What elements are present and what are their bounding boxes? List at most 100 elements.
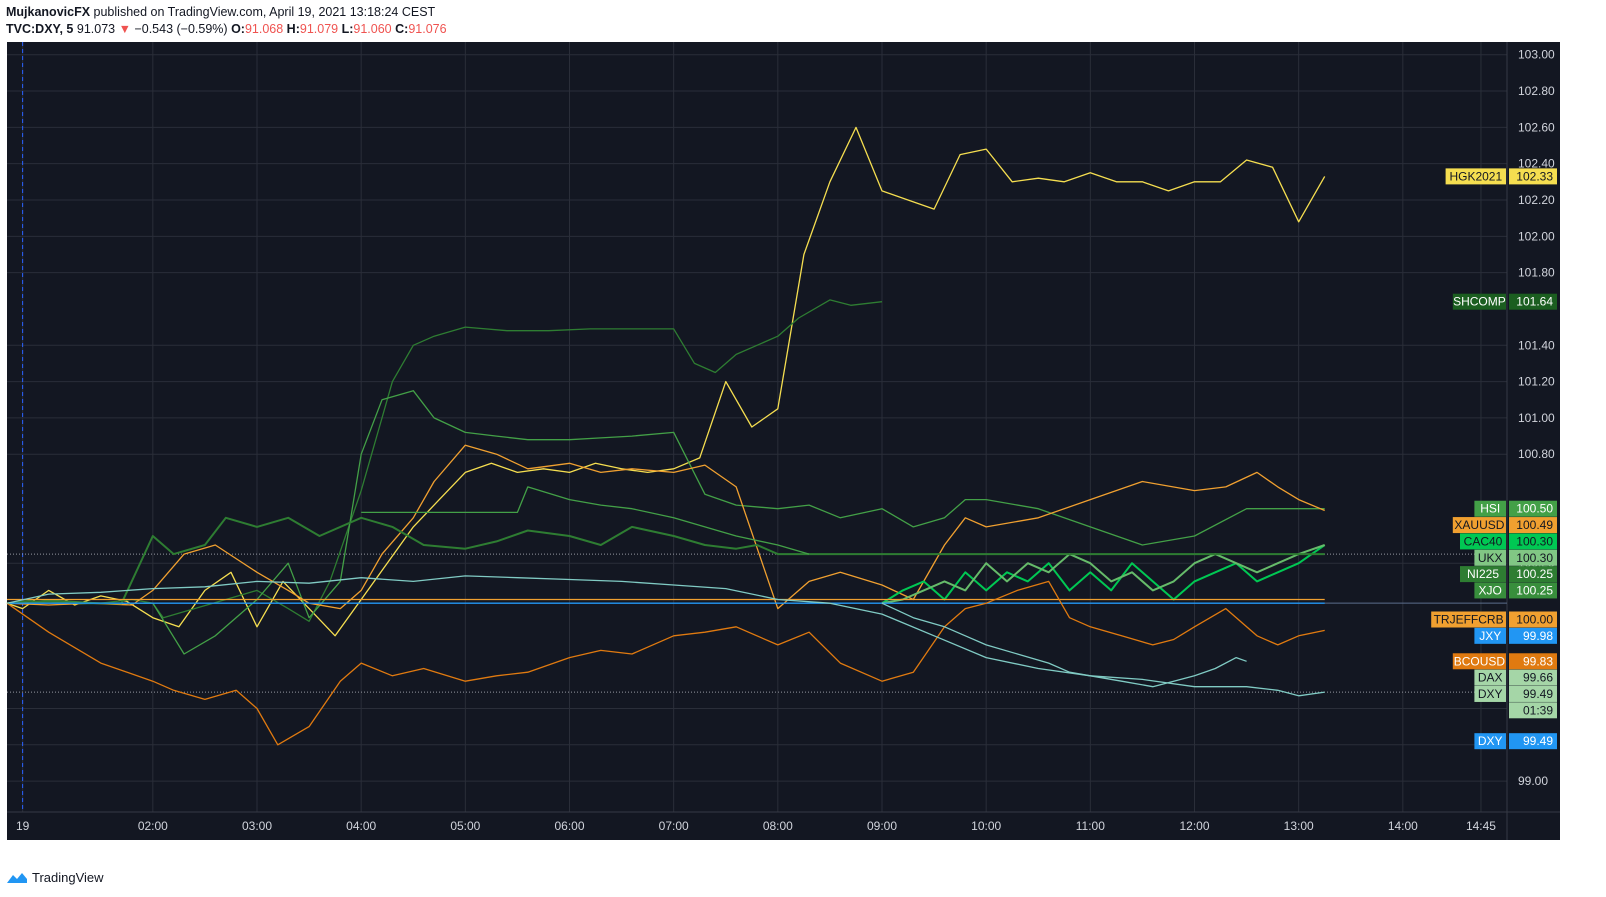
price-label: 100.50 HSI bbox=[1474, 500, 1557, 517]
price-label-value: 99.66 bbox=[1523, 671, 1553, 685]
price-label-name: TRJEFFCRB bbox=[1434, 613, 1504, 627]
last-price: 91.073 bbox=[76, 22, 116, 36]
price-label-value: 100.00 bbox=[1516, 613, 1553, 627]
price-label-value: 99.49 bbox=[1523, 734, 1553, 748]
y-tick-label: 102.20 bbox=[1518, 193, 1555, 207]
price-label: 99.98 JXY bbox=[1474, 627, 1557, 644]
price-label-name-box bbox=[1474, 549, 1506, 566]
price-label-name: DAX bbox=[1478, 671, 1503, 685]
price-label-value: 99.98 bbox=[1523, 629, 1553, 643]
open-value: 91.068 bbox=[244, 22, 284, 36]
price-label-value-box bbox=[1509, 168, 1557, 185]
x-tick-label: 06:00 bbox=[554, 819, 584, 833]
price-label-name: XAUUSD bbox=[1454, 518, 1504, 532]
price-label: 101.64 SHCOMP bbox=[1452, 293, 1557, 310]
price-label: 100.25 XJO bbox=[1474, 582, 1557, 599]
x-tick-label: 04:00 bbox=[346, 819, 376, 833]
y-tick-label: 101.00 bbox=[1518, 411, 1555, 425]
high-value: 91.079 bbox=[299, 22, 339, 36]
price-label-value-box bbox=[1509, 733, 1557, 750]
price-change: −0.543 (−0.59%) bbox=[134, 22, 228, 36]
price-label-value-box bbox=[1509, 533, 1557, 550]
price-label-value: 100.25 bbox=[1516, 567, 1553, 581]
price-label-value: 100.49 bbox=[1516, 518, 1553, 532]
tradingview-logo-icon bbox=[7, 872, 27, 883]
price-label-name-box bbox=[1452, 517, 1506, 534]
ohlc-line: TVC:DXY, 5 91.073 ▼ −0.543 (−0.59%) O:91… bbox=[6, 21, 447, 38]
down-arrow-icon: ▼ bbox=[118, 22, 131, 36]
price-label-value: 99.83 bbox=[1523, 654, 1553, 668]
series-line-xauusd bbox=[6, 444, 1325, 610]
footer: TradingView bbox=[6, 870, 104, 885]
price-label-value-box bbox=[1509, 685, 1557, 702]
y-tick-label: 101.40 bbox=[1518, 338, 1555, 352]
low-value: 91.060 bbox=[353, 22, 392, 36]
x-tick-label: 19 bbox=[16, 819, 30, 833]
price-label: 100.25 NI225 bbox=[1460, 566, 1557, 583]
x-tick-label: 03:00 bbox=[242, 819, 272, 833]
price-label-name: CAC40 bbox=[1464, 534, 1503, 548]
price-label-value-box bbox=[1509, 549, 1557, 566]
author-name[interactable]: MujkanovicFX bbox=[6, 5, 91, 19]
price-label-name: UKX bbox=[1478, 551, 1503, 565]
price-label-name-box bbox=[1474, 582, 1506, 599]
x-tick-label: 14:45 bbox=[1466, 819, 1496, 833]
x-tick-label: 11:00 bbox=[1076, 819, 1105, 833]
price-label-name: NI225 bbox=[1467, 567, 1499, 581]
high-label: H: bbox=[286, 22, 300, 36]
y-tick-label: 102.60 bbox=[1518, 120, 1555, 134]
series-line-ni225 bbox=[6, 516, 1325, 605]
x-tick-label: 05:00 bbox=[450, 819, 480, 833]
y-tick-label: 102.80 bbox=[1518, 84, 1555, 98]
price-label: 99.49 DXY bbox=[1474, 685, 1557, 702]
price-label-value-box bbox=[1509, 500, 1557, 517]
low-label: L: bbox=[341, 22, 354, 36]
price-label-name: HSI bbox=[1480, 502, 1500, 516]
price-label-name: BCOUSD bbox=[1454, 654, 1506, 668]
price-label-name-box bbox=[1431, 611, 1506, 628]
price-label-name-box bbox=[1452, 293, 1506, 310]
y-tick-label: 101.20 bbox=[1518, 375, 1555, 389]
price-label-name-box bbox=[1460, 533, 1506, 550]
price-label-value: 102.33 bbox=[1516, 169, 1553, 183]
x-tick-label: 09:00 bbox=[867, 819, 897, 833]
publish-line: MujkanovicFX published on TradingView.co… bbox=[6, 4, 447, 21]
series-line-ukx bbox=[881, 544, 1326, 605]
price-label-value-box bbox=[1509, 293, 1557, 310]
price-label-value-box bbox=[1509, 702, 1557, 719]
x-tick-label: 10:00 bbox=[971, 819, 1001, 833]
price-label-name: HGK2021 bbox=[1449, 169, 1502, 183]
price-label-value: 100.30 bbox=[1516, 551, 1553, 565]
x-tick-label: 08:00 bbox=[763, 819, 793, 833]
price-label-name-box bbox=[1445, 168, 1506, 185]
y-tick-label: 99.00 bbox=[1518, 774, 1548, 788]
price-label: 01:39 bbox=[1509, 702, 1557, 719]
price-label-name-box bbox=[1474, 733, 1506, 750]
symbol-label[interactable]: TVC:DXY, 5 bbox=[6, 22, 74, 36]
price-label-name-box bbox=[1474, 669, 1506, 686]
price-label-value-box bbox=[1509, 566, 1557, 583]
close-value: 91.076 bbox=[408, 22, 447, 36]
price-label: 99.66 DAX bbox=[1474, 669, 1557, 686]
price-label-name: DXY bbox=[1478, 687, 1503, 701]
y-tick-label: 103.00 bbox=[1518, 48, 1555, 62]
price-label-value-box bbox=[1509, 669, 1557, 686]
open-label: O: bbox=[231, 22, 245, 36]
series-line-bcousd bbox=[6, 580, 1325, 746]
price-label-name-box bbox=[1460, 566, 1506, 583]
price-label-name: DXY bbox=[1478, 734, 1503, 748]
series-line-xjo bbox=[361, 486, 810, 555]
price-label-value-box bbox=[1509, 582, 1557, 599]
price-label-value: 101.64 bbox=[1516, 295, 1553, 309]
price-label: 102.33 HGK2021 bbox=[1445, 168, 1557, 185]
price-label-name-box bbox=[1474, 500, 1506, 517]
price-label-value: 100.30 bbox=[1516, 534, 1553, 548]
footer-brand[interactable]: TradingView bbox=[32, 870, 104, 885]
price-label-name: SHCOMP bbox=[1453, 295, 1506, 309]
chart-header: MujkanovicFX published on TradingView.co… bbox=[6, 4, 447, 38]
price-label-value: 100.50 bbox=[1516, 502, 1553, 516]
price-label-value-box bbox=[1509, 653, 1557, 670]
published-text: published on TradingView.com, April 19, … bbox=[93, 5, 436, 19]
x-tick-label: 14:00 bbox=[1388, 819, 1418, 833]
